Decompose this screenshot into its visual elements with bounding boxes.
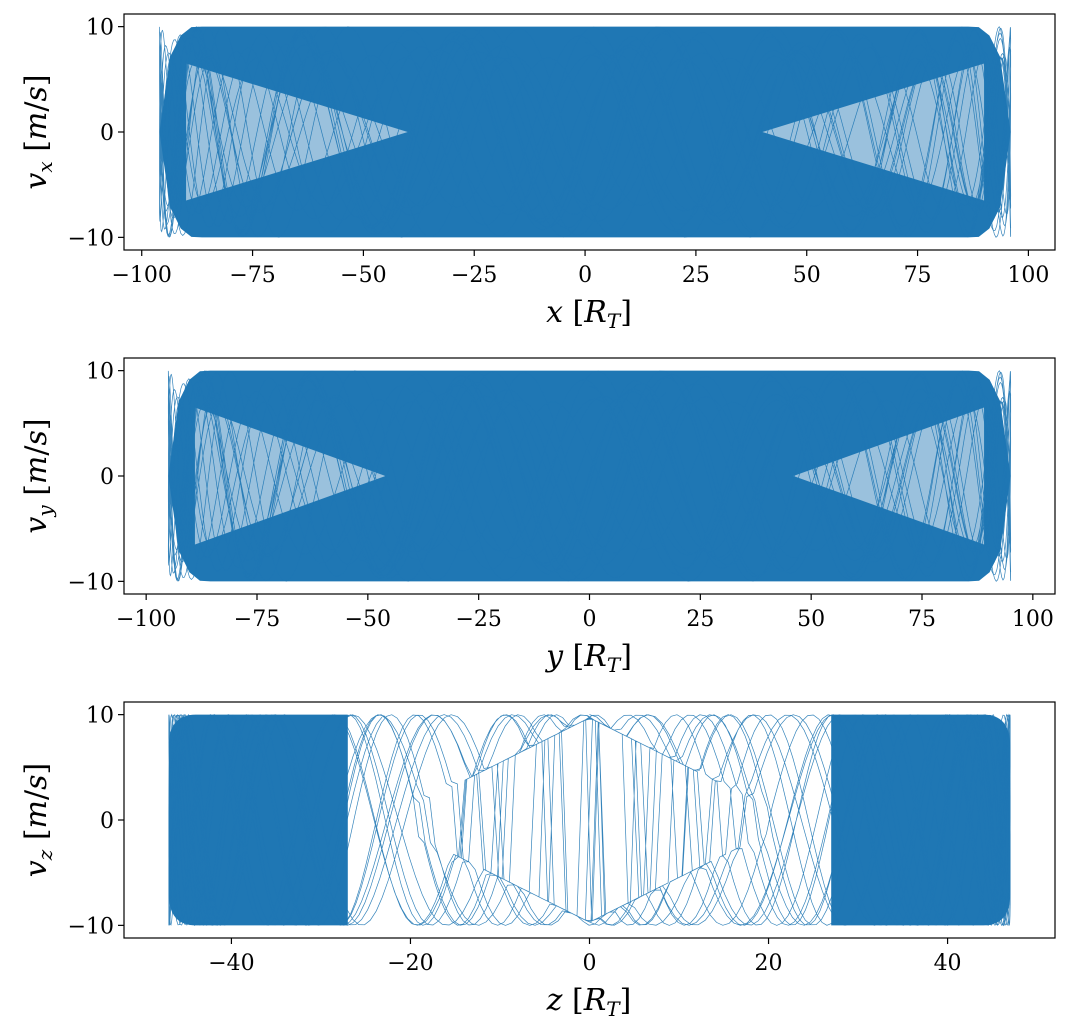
sparse-region <box>186 63 408 201</box>
x-tick-label: 0 <box>578 263 592 288</box>
x-tick-label: −75 <box>234 607 280 632</box>
xlabel-vy: y [RT] <box>544 639 632 677</box>
x-tick-label: −100 <box>112 263 172 288</box>
ticks-vz: −40 −20 0 20 40 −10 0 10 <box>68 704 962 976</box>
x-tick-label: −75 <box>229 263 275 288</box>
x-tick-label: 20 <box>755 951 783 976</box>
sparse-region <box>762 63 985 201</box>
trajectory-vz <box>168 713 1011 927</box>
series-line <box>159 26 1012 238</box>
y-tick-label: −10 <box>68 226 114 251</box>
series-line <box>167 370 1012 582</box>
y-tick-label: 0 <box>100 121 114 146</box>
x-tick-label: −25 <box>451 263 497 288</box>
y-tick-label: 0 <box>100 809 114 834</box>
x-tick-label: −25 <box>455 607 501 632</box>
ylabel-vx: vx [m/s] <box>19 74 57 189</box>
y-tick-label: 0 <box>100 465 114 490</box>
y-tick-label: −10 <box>68 914 114 939</box>
x-tick-label: 100 <box>1012 607 1054 632</box>
y-tick-label: 10 <box>86 360 114 385</box>
x-tick-label: 0 <box>583 607 597 632</box>
x-tick-label: 25 <box>686 607 714 632</box>
panel-vz-z: −40 −20 0 20 40 −10 0 10 z [RT] vz [m/s] <box>19 701 1056 1021</box>
x-tick-label: 50 <box>793 263 821 288</box>
y-tick-label: −10 <box>68 570 114 595</box>
x-tick-label: 0 <box>583 951 597 976</box>
x-tick-label: 40 <box>934 951 962 976</box>
x-tick-label: 75 <box>904 263 932 288</box>
ylabel-vz: vz [m/s] <box>19 763 57 877</box>
y-tick-label: 10 <box>86 16 114 41</box>
xlabel-vx: x [RT] <box>546 295 632 333</box>
trajectory-vy <box>167 370 1012 582</box>
sparse-region <box>194 407 386 545</box>
x-tick-label: −20 <box>387 951 433 976</box>
x-tick-label: −50 <box>340 263 386 288</box>
x-tick-label: 25 <box>682 263 710 288</box>
x-tick-label: −50 <box>345 607 391 632</box>
series-line <box>168 713 1011 927</box>
plot-area-vz <box>168 713 1011 927</box>
plot-area-vx <box>159 26 1012 238</box>
trajectory-vx <box>159 26 1012 238</box>
xlabel-vz: z [RT] <box>546 983 632 1021</box>
x-tick-label: −40 <box>208 951 254 976</box>
x-tick-label: 75 <box>908 607 936 632</box>
x-tick-label: 100 <box>1007 263 1049 288</box>
x-tick-label: 50 <box>797 607 825 632</box>
x-tick-label: −100 <box>116 607 176 632</box>
y-tick-label: 10 <box>86 704 114 729</box>
ylabel-vy: vy [m/s] <box>19 418 57 533</box>
plot-area-vy <box>167 370 1012 582</box>
